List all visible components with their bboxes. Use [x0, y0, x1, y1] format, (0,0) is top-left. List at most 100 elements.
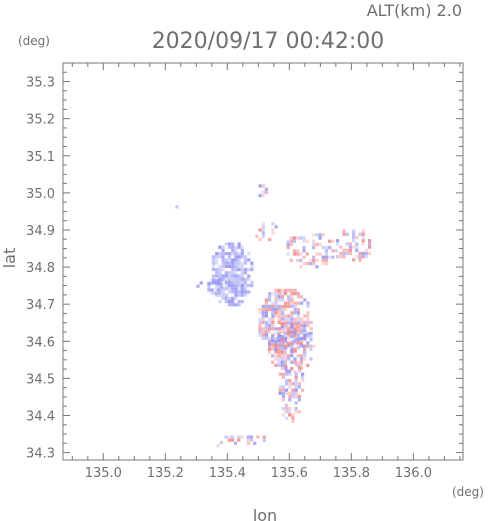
echo-cell	[290, 331, 294, 335]
echo-cell	[240, 274, 244, 278]
echo-cell	[290, 347, 294, 351]
echo-cell	[231, 287, 235, 291]
echo-cell	[303, 324, 307, 328]
echo-cell	[306, 363, 310, 367]
echo-cell	[240, 435, 244, 439]
echo-cell	[281, 398, 285, 402]
echo-cell	[268, 324, 272, 328]
echo-cell	[309, 357, 313, 361]
echo-cell	[281, 407, 285, 411]
echo-cell	[240, 264, 244, 268]
echo-cell	[285, 369, 289, 373]
echo-cell	[271, 360, 275, 364]
echo-cell	[352, 235, 356, 240]
echo-cell	[264, 301, 268, 305]
echo-cell	[324, 249, 329, 253]
echo-cell	[283, 341, 287, 345]
x-tick-label: 135.4	[209, 466, 246, 481]
echo-cell	[287, 333, 291, 337]
echo-cell	[306, 304, 310, 308]
echo-cell	[289, 242, 293, 246]
echo-cell	[328, 246, 332, 250]
echo-cell	[290, 325, 294, 329]
echo-cell	[283, 363, 287, 367]
echo-cell	[221, 252, 225, 256]
echo-cell	[287, 354, 291, 358]
echo-cell	[284, 403, 289, 407]
echo-cell	[274, 292, 278, 296]
echo-cell	[301, 375, 305, 379]
echo-cell	[231, 245, 235, 249]
echo-cell	[306, 311, 310, 315]
echo-cell	[331, 249, 335, 253]
echo-cell	[302, 249, 306, 253]
echo-cell	[368, 245, 372, 249]
echo-cell	[300, 320, 304, 324]
echo-cell	[274, 351, 278, 355]
echo-cell	[280, 311, 284, 315]
echo-cell	[294, 363, 298, 367]
echo-cell	[264, 304, 268, 308]
echo-cell	[288, 369, 292, 373]
echo-cell	[246, 441, 250, 445]
echo-cell	[207, 288, 211, 292]
echo-cell	[234, 258, 238, 262]
echo-cell	[299, 367, 303, 371]
echo-cell	[283, 338, 287, 342]
echo-cell	[240, 277, 244, 281]
echo-cell	[271, 320, 275, 324]
echo-cell	[286, 252, 290, 256]
echo-cell	[297, 385, 301, 389]
echo-cell	[278, 372, 282, 376]
echo-cell	[290, 314, 294, 318]
echo-cell	[296, 360, 300, 364]
echo-cell	[283, 344, 287, 348]
echo-cell	[280, 347, 284, 351]
echo-cell	[234, 264, 238, 268]
echo-cell	[306, 320, 310, 324]
echo-cell	[247, 274, 251, 278]
echo-cell	[289, 258, 293, 262]
echo-cell	[215, 271, 219, 275]
echo-cell	[291, 395, 295, 399]
echo-cell	[285, 379, 289, 383]
echo-cell	[296, 236, 300, 240]
echo-cell	[264, 336, 268, 340]
echo-cell	[234, 245, 238, 249]
echo-region	[216, 440, 223, 448]
echo-cell	[271, 222, 275, 226]
echo-cell	[277, 344, 281, 348]
echo-cell	[303, 338, 307, 342]
echo-cell	[299, 331, 303, 335]
echo-cell	[296, 325, 300, 329]
echo-cell	[227, 300, 232, 304]
echo-cell	[274, 308, 278, 312]
echo-cell	[277, 320, 281, 324]
echo-cell	[274, 314, 278, 318]
echo-cell	[237, 284, 241, 288]
echo-cell	[224, 242, 228, 246]
echo-cell	[274, 301, 278, 305]
echo-cell	[274, 225, 278, 229]
echo-cell	[294, 372, 298, 376]
echo-cell	[213, 282, 217, 286]
echo-cell	[308, 262, 313, 266]
echo-cell	[234, 248, 238, 252]
echo-cell	[277, 330, 281, 334]
echo-cell	[243, 284, 248, 288]
echo-cell	[299, 258, 303, 262]
echo-cell	[293, 370, 297, 374]
echo-cell	[268, 292, 272, 296]
echo-cell	[308, 258, 313, 262]
echo-cell	[287, 325, 291, 329]
echo-cell	[243, 293, 248, 297]
echo-cell	[291, 391, 295, 395]
echo-cell	[261, 320, 265, 324]
echo-cell	[302, 255, 306, 259]
echo-cell	[352, 258, 356, 262]
echo-cell	[299, 341, 303, 345]
echo-cell	[290, 354, 294, 358]
echo-cell	[302, 239, 306, 243]
echo-cell	[215, 252, 219, 256]
echo-cell	[305, 262, 309, 266]
